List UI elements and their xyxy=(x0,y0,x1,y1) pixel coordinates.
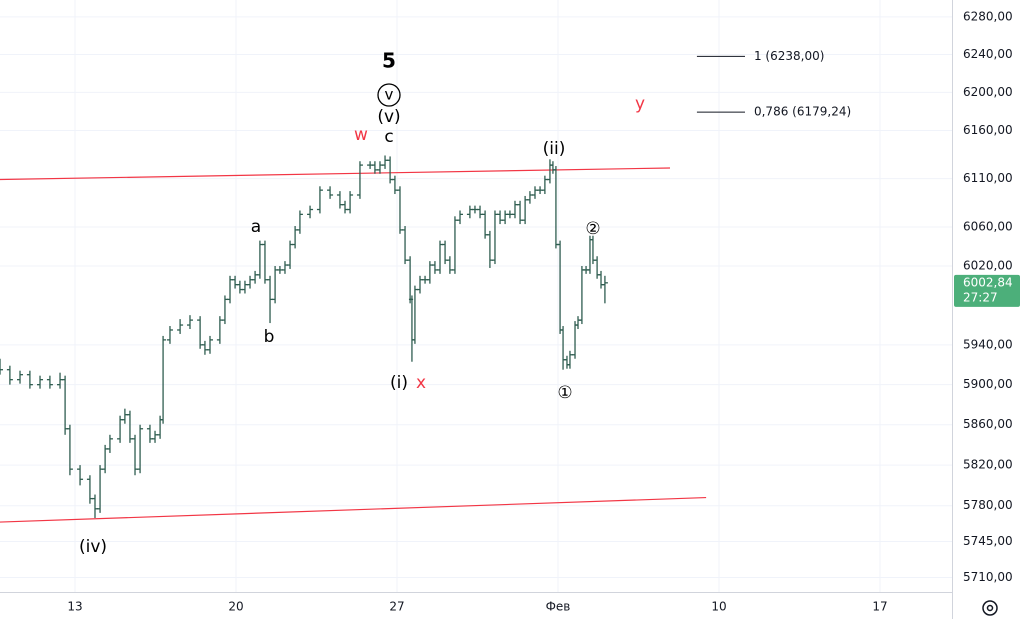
wave-label: v xyxy=(385,86,394,104)
trendline xyxy=(0,167,671,181)
fib-level-label: 0,786 (6179,24) xyxy=(754,105,851,119)
x-tick-label: 17 xyxy=(872,600,887,614)
wave-label: x xyxy=(416,373,426,393)
wave-label: w xyxy=(354,125,368,145)
x-tick-label: Фев xyxy=(546,600,571,614)
last-price-label: 6002,84 xyxy=(963,275,1013,289)
x-tick-label: 20 xyxy=(228,600,243,614)
settings-icon[interactable] xyxy=(982,600,998,616)
wave-label: ② xyxy=(585,219,600,239)
y-tick-label: 5710,00 xyxy=(963,570,1013,584)
wave-label: ① xyxy=(557,383,572,403)
wave-label: 5 xyxy=(382,49,396,73)
y-tick-label: 5940,00 xyxy=(963,337,1013,351)
wave-label: a xyxy=(251,217,261,237)
trendline xyxy=(0,496,707,523)
wave-label: (iv) xyxy=(79,537,107,557)
y-tick-label: 6280,00 xyxy=(963,9,1013,23)
y-tick-label: 5745,00 xyxy=(963,534,1013,548)
wave-label: (v) xyxy=(377,107,400,127)
last-price-badge xyxy=(954,274,1020,307)
wave-label: y xyxy=(635,94,645,114)
wave-label: c xyxy=(384,127,393,147)
settings-gear[interactable] xyxy=(982,600,998,616)
settings-hub[interactable] xyxy=(986,604,994,612)
fib-level-label: 1 (6238,00) xyxy=(754,49,824,63)
y-tick-label: 6200,00 xyxy=(963,85,1013,99)
y-tick-label: 6020,00 xyxy=(963,259,1013,273)
wave-label: (i) xyxy=(390,373,408,393)
x-tick-label: 27 xyxy=(389,600,404,614)
wave-circle xyxy=(377,83,401,107)
y-tick-label: 5900,00 xyxy=(963,377,1013,391)
y-tick-label: 6110,00 xyxy=(963,171,1013,185)
y-tick-label: 5780,00 xyxy=(963,498,1013,512)
x-tick-label: 13 xyxy=(67,600,82,614)
wave-label: (ii) xyxy=(543,139,566,159)
y-tick-label: 6060,00 xyxy=(963,219,1013,233)
y-tick-label: 6240,00 xyxy=(963,47,1013,61)
x-tick-label: 10 xyxy=(711,600,726,614)
wave-label: b xyxy=(264,327,275,347)
last-price-timer: 27:27 xyxy=(963,290,998,304)
y-tick-label: 5820,00 xyxy=(963,458,1013,472)
y-tick-label: 5860,00 xyxy=(963,417,1013,431)
y-tick-label: 6160,00 xyxy=(963,123,1013,137)
